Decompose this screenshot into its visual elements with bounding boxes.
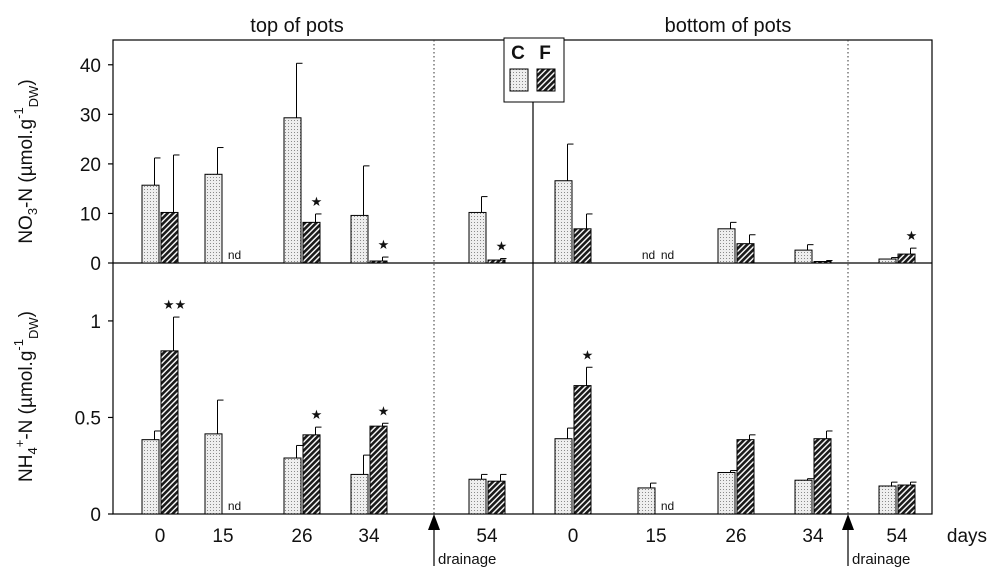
bar-F [573,228,592,264]
ylabel-end: ) [16,311,37,317]
y-axis-label-group: NH4+-N (µmol.g-1DW) [11,311,41,482]
x-tick-label: 54 [476,526,498,547]
bar-F [897,484,916,515]
y-tick-label: 40 [80,56,101,77]
bar-C [283,457,302,515]
significance-star: ★ [496,239,508,254]
legend-label-C: C [511,43,525,64]
bar-C [878,258,897,264]
legend-swatch-F [536,68,556,92]
y-axis-label: NH4+-N (µmol.g-1DW) [11,311,41,482]
bar-F [160,350,179,515]
nd-label-C: nd [642,248,655,262]
significance-star: ★ [378,237,390,252]
ylabel-rest: -N (µmol.g [16,351,37,440]
bar-F [302,221,321,264]
ylabel-sup: -1 [11,339,26,351]
ylabel-sub2: DW [26,85,41,107]
bar-C [794,479,813,515]
bar-C [794,249,813,264]
ylabel-sub2: DW [26,317,41,339]
bar-C [878,485,897,515]
x-tick-label: 34 [802,526,824,547]
x-tick-label: 34 [358,526,380,547]
legend-label-F: F [539,43,551,64]
bar-C [141,184,160,264]
x-tick-label: 54 [886,526,908,547]
x-tick-label: 26 [291,526,312,547]
bar-F [736,439,755,515]
nd-label-F: nd [228,248,241,262]
y-tick-label: 30 [80,105,101,126]
bar-F [736,243,755,264]
panel-title-top: top of pots [250,15,343,37]
drainage-label: drainage [852,551,910,568]
nd-label-F: nd [661,248,674,262]
bar-C [350,214,369,264]
bar-C [204,433,223,515]
significance-star: ★ [311,407,323,422]
significance-star: ★ [582,347,594,362]
ylabel-sub: 3 [25,208,40,215]
x-tick-label: 15 [212,526,233,547]
significance-star: ★ [311,194,323,209]
y-tick-label: 10 [80,204,101,225]
x-tick-label: 26 [725,526,746,547]
bar-F [573,385,592,515]
drainage-arrow-head [842,514,854,530]
ylabel-sup: -1 [11,107,26,119]
y-tick-label: 0 [90,254,101,275]
ylabel-main: NO [16,215,37,244]
bar-F [813,261,832,264]
ylabel-sup0: + [12,440,27,448]
bar-F [487,259,506,264]
bar-C [468,211,487,264]
bar-C [637,487,656,515]
bar-F [813,438,832,515]
panel-title-bottom: bottom of pots [665,15,792,37]
y-axis-label-group: NO3-N (µmol.g-1DW) [11,79,41,243]
nd-label-F: nd [228,499,241,513]
drainage-arrow-head [428,514,440,530]
bar-C [717,471,736,515]
bar-F [369,425,388,515]
bar-C [554,438,573,515]
significance-star: ★★ [163,297,186,312]
significance-star: ★ [378,403,390,418]
bar-C [554,180,573,264]
ylabel-main: NH [16,455,37,482]
bar-C [204,173,223,264]
bar-F [369,260,388,264]
significance-star: ★ [906,228,918,243]
ylabel-sub: 4 [25,447,40,454]
x-tick-label: 15 [645,526,666,547]
legend-swatch-C [509,68,529,92]
y-axis-label: NO3-N (µmol.g-1DW) [11,79,41,243]
drainage-label: drainage [438,551,496,568]
bar-F [160,211,179,264]
y-tick-label: 0 [90,505,101,526]
bar-F [897,253,916,264]
ylabel-rest: -N (µmol.g [16,119,37,208]
x-tick-label: 0 [155,526,166,547]
bar-C [468,478,487,515]
x-axis-unit: days [947,526,987,547]
bar-C [350,473,369,515]
y-tick-label: 1 [90,312,101,333]
nd-label-F: nd [661,499,674,513]
bar-C [283,117,302,264]
y-tick-label: 20 [80,155,101,176]
y-tick-label: 0.5 [75,408,101,429]
bar-C [141,439,160,515]
bar-C [717,228,736,264]
ylabel-end: ) [16,79,37,85]
x-tick-label: 0 [568,526,579,547]
bar-F [487,480,506,515]
bar-F [302,434,321,515]
plot-frame [112,39,933,515]
